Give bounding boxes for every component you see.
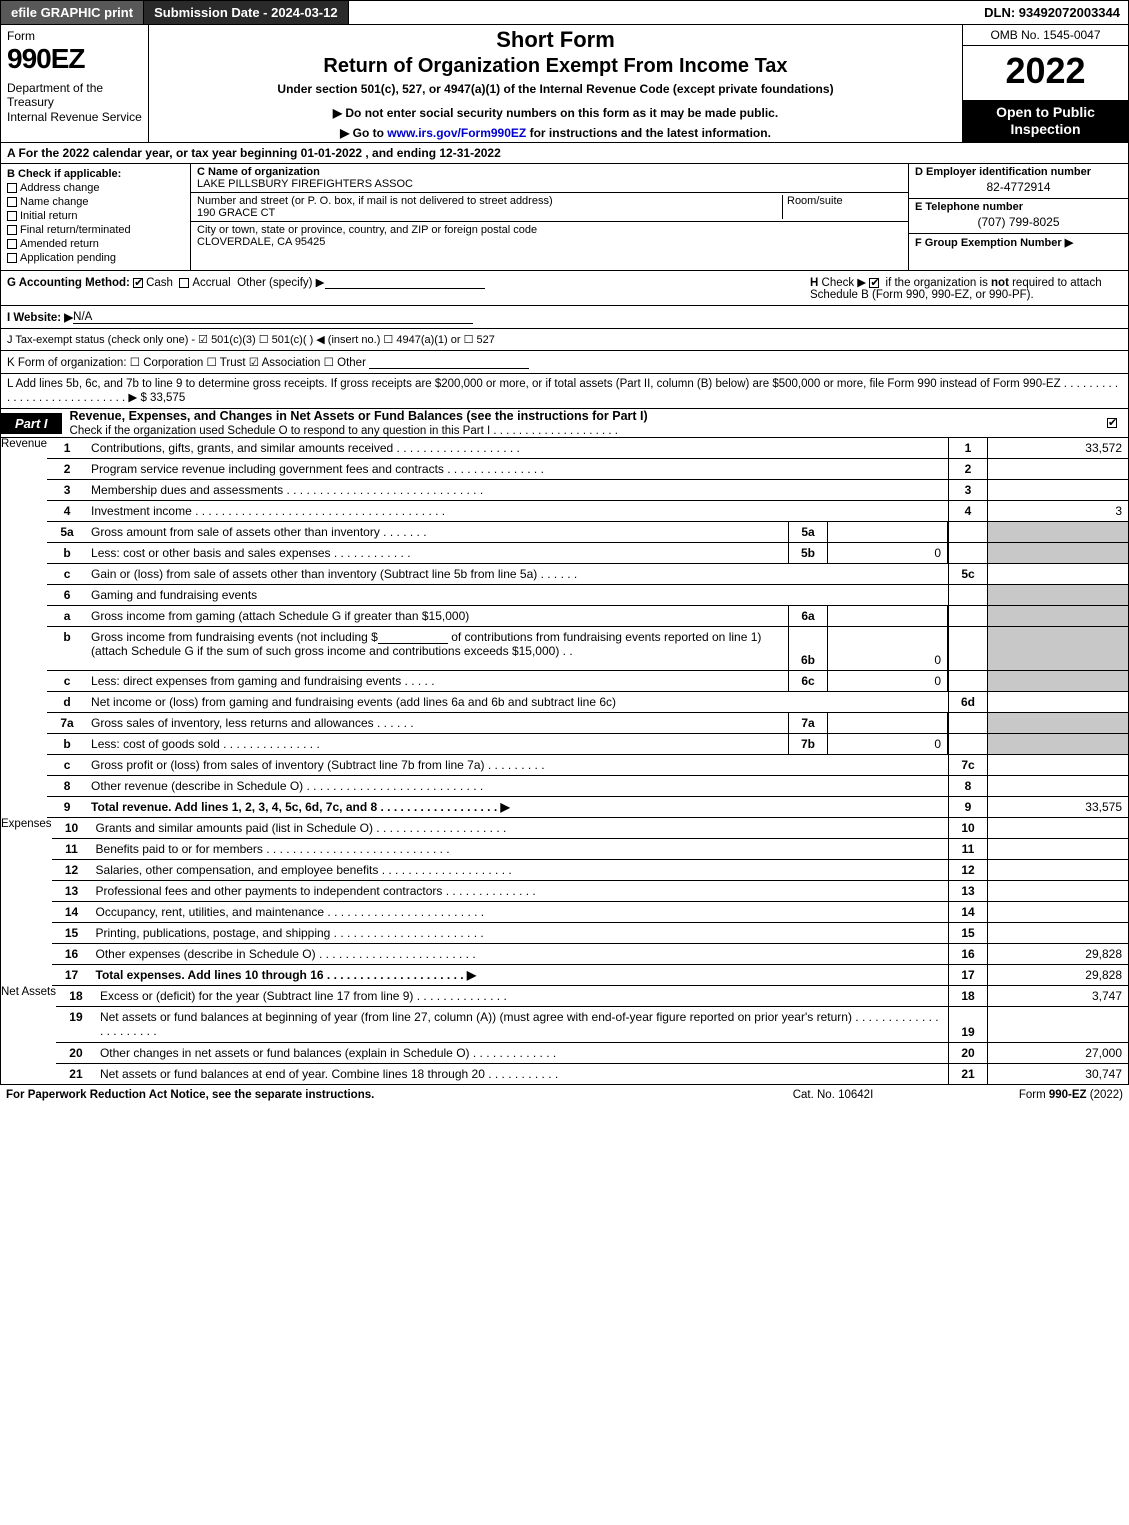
check-cash[interactable] bbox=[133, 278, 143, 288]
website-value: N/A bbox=[73, 311, 92, 323]
line-1-value: 33,572 bbox=[988, 438, 1128, 458]
form-container: efile GRAPHIC print Submission Date - 20… bbox=[0, 0, 1129, 1085]
header-left: Form 990EZ Department of the Treasury In… bbox=[1, 25, 149, 142]
info-box: B Check if applicable: Address change Na… bbox=[1, 164, 1128, 271]
line-9-value: 33,575 bbox=[988, 797, 1128, 817]
revenue-side-label: Revenue bbox=[1, 438, 47, 818]
omb-number: OMB No. 1545-0047 bbox=[963, 25, 1128, 46]
part-i-title: Revenue, Expenses, and Changes in Net As… bbox=[62, 409, 1107, 437]
row-j-tax-exempt: J Tax-exempt status (check only one) - ☑… bbox=[1, 329, 1128, 351]
row-k-org-form: K Form of organization: ☐ Corporation ☐ … bbox=[1, 351, 1128, 374]
revenue-block: Revenue 1Contributions, gifts, grants, a… bbox=[1, 438, 1128, 818]
e-label: E Telephone number bbox=[915, 201, 1122, 213]
city-box: City or town, state or province, country… bbox=[191, 222, 908, 250]
title-return: Return of Organization Exempt From Incom… bbox=[155, 55, 956, 78]
ein-value: 82-4772914 bbox=[915, 178, 1122, 196]
row-g-h: G Accounting Method: Cash Accrual Other … bbox=[1, 271, 1128, 306]
row-a-tax-year: A For the 2022 calendar year, or tax yea… bbox=[1, 143, 1128, 164]
netassets-block: Net Assets 18Excess or (deficit) for the… bbox=[1, 986, 1128, 1084]
form-header: Form 990EZ Department of the Treasury In… bbox=[1, 25, 1128, 143]
row-l-gross-receipts: L Add lines 5b, 6c, and 7b to line 9 to … bbox=[1, 374, 1128, 409]
department-label: Department of the Treasury Internal Reve… bbox=[7, 81, 142, 124]
check-address-change[interactable]: Address change bbox=[7, 182, 184, 194]
subtitle-section: Under section 501(c), 527, or 4947(a)(1)… bbox=[155, 82, 956, 96]
line-16-value: 29,828 bbox=[988, 944, 1128, 964]
part-i-check-line: Check if the organization used Schedule … bbox=[70, 425, 618, 437]
line-4-value: 3 bbox=[988, 501, 1128, 521]
open-inspection: Open to Public Inspection bbox=[963, 100, 1128, 142]
column-b: B Check if applicable: Address change Na… bbox=[1, 164, 191, 270]
top-bar: efile GRAPHIC print Submission Date - 20… bbox=[1, 1, 1128, 25]
phone-value: (707) 799-8025 bbox=[915, 213, 1122, 231]
check-name-change[interactable]: Name change bbox=[7, 196, 184, 208]
title-short-form: Short Form bbox=[155, 27, 956, 53]
e-phone-box: E Telephone number (707) 799-8025 bbox=[909, 199, 1128, 234]
city-value: CLOVERDALE, CA 95425 bbox=[197, 236, 325, 248]
check-initial-return[interactable]: Initial return bbox=[7, 210, 184, 222]
check-accrual[interactable] bbox=[179, 278, 189, 288]
street-value: 190 GRACE CT bbox=[197, 207, 275, 219]
form-number: 990EZ bbox=[7, 43, 142, 75]
dln-label: DLN: 93492072003344 bbox=[976, 1, 1128, 24]
check-amended-return[interactable]: Amended return bbox=[7, 238, 184, 250]
row-i-website: I Website: ▶N/A bbox=[1, 306, 1128, 329]
form-word: Form bbox=[7, 29, 142, 43]
tax-year: 2022 bbox=[963, 46, 1128, 100]
f-group-box: F Group Exemption Number ▶ bbox=[909, 234, 1128, 270]
page-footer: For Paperwork Reduction Act Notice, see … bbox=[0, 1085, 1129, 1105]
column-def: D Employer identification number 82-4772… bbox=[908, 164, 1128, 270]
line-18-value: 3,747 bbox=[988, 986, 1128, 1006]
g-accounting: G Accounting Method: Cash Accrual Other … bbox=[7, 275, 802, 301]
check-final-return[interactable]: Final return/terminated bbox=[7, 224, 184, 236]
footer-catno: Cat. No. 10642I bbox=[723, 1089, 943, 1101]
header-mid: Short Form Return of Organization Exempt… bbox=[149, 25, 962, 142]
submission-date-button[interactable]: Submission Date - 2024-03-12 bbox=[144, 1, 349, 24]
b-label: B Check if applicable: bbox=[7, 168, 184, 180]
footer-paperwork: For Paperwork Reduction Act Notice, see … bbox=[6, 1089, 723, 1101]
line-21-value: 30,747 bbox=[988, 1064, 1128, 1084]
h-schedule-b: H Check ▶ if the organization is not req… bbox=[802, 275, 1122, 301]
part-i-tab: Part I bbox=[1, 413, 62, 434]
netassets-side-label: Net Assets bbox=[1, 986, 56, 1084]
d-label: D Employer identification number bbox=[915, 166, 1122, 178]
check-schedule-b[interactable] bbox=[869, 278, 879, 288]
column-c: C Name of organization LAKE PILLSBURY FI… bbox=[191, 164, 908, 270]
f-label: F Group Exemption Number ▶ bbox=[915, 237, 1073, 249]
irs-link[interactable]: www.irs.gov/Form990EZ bbox=[387, 126, 526, 140]
city-label: City or town, state or province, country… bbox=[197, 224, 537, 236]
street-label: Number and street (or P. O. box, if mail… bbox=[197, 195, 553, 207]
subtitle-goto: ▶ Go to www.irs.gov/Form990EZ for instru… bbox=[155, 126, 956, 140]
org-name: LAKE PILLSBURY FIREFIGHTERS ASSOC bbox=[197, 178, 413, 190]
spacer bbox=[349, 1, 977, 24]
d-ein-box: D Employer identification number 82-4772… bbox=[909, 164, 1128, 199]
street-box: Number and street (or P. O. box, if mail… bbox=[191, 193, 908, 222]
line-20-value: 27,000 bbox=[988, 1043, 1128, 1063]
part-i-header: Part I Revenue, Expenses, and Changes in… bbox=[1, 409, 1128, 438]
check-application-pending[interactable]: Application pending bbox=[7, 252, 184, 264]
footer-form-id: Form 990-EZ (2022) bbox=[943, 1089, 1123, 1101]
expenses-side-label: Expenses bbox=[1, 818, 52, 986]
part-i-checkbox[interactable] bbox=[1107, 417, 1128, 429]
efile-print-button[interactable]: efile GRAPHIC print bbox=[1, 1, 144, 24]
c-name-label: C Name of organization bbox=[197, 166, 320, 178]
line-17-value: 29,828 bbox=[988, 965, 1128, 985]
header-right: OMB No. 1545-0047 2022 Open to Public In… bbox=[962, 25, 1128, 142]
subtitle-ssn: ▶ Do not enter social security numbers o… bbox=[155, 106, 956, 120]
room-label: Room/suite bbox=[787, 195, 843, 207]
org-name-box: C Name of organization LAKE PILLSBURY FI… bbox=[191, 164, 908, 193]
expenses-block: Expenses 10Grants and similar amounts pa… bbox=[1, 818, 1128, 986]
